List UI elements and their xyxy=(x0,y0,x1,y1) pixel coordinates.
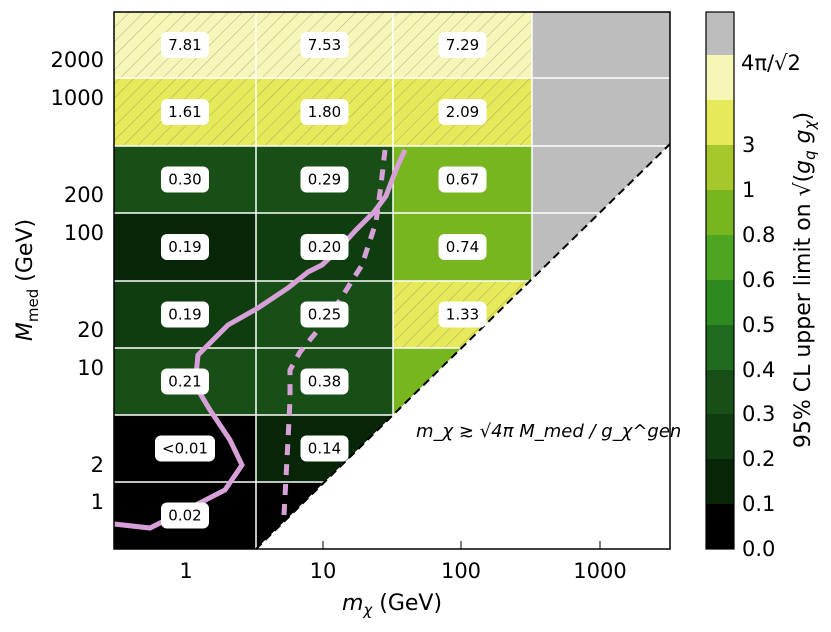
cell-value-label: 0.19 xyxy=(168,306,201,324)
cell-label-box xyxy=(155,435,215,462)
observed-limit-curve xyxy=(114,148,408,531)
colorbar-swatch xyxy=(706,190,734,235)
cell-value-label: 2.09 xyxy=(446,103,479,121)
cell-value-label: 0.25 xyxy=(308,306,341,324)
colorbar-tick-labels: 0.0 0.1 0.2 0.3 0.4 0.5 0.6 0.8 1 3 4π/√… xyxy=(741,51,801,561)
colorbar-tick-label: 0.4 xyxy=(742,358,775,382)
colorbar-swatch xyxy=(706,370,734,414)
colorbar-tick-label: 0.6 xyxy=(742,268,775,292)
y-tick-label: 1 xyxy=(91,490,104,514)
cell-label-box xyxy=(438,32,487,58)
cell-value-label: 0.21 xyxy=(168,373,201,391)
cell-value-labels: 7.81 7.53 7.29 1.61 1.80 2.09 0.30 0.29 0.67 0.19… xyxy=(155,32,487,529)
cell-label-box xyxy=(161,32,209,58)
cell-value-label: 0.14 xyxy=(308,440,341,458)
y-tick-label: 100 xyxy=(64,221,104,245)
cell-label-box xyxy=(161,502,209,529)
cell-value-label: 0.38 xyxy=(308,373,341,391)
cell-label-box xyxy=(161,234,209,260)
y-axis-label: Mmed (GeV) xyxy=(13,219,42,341)
cell-label-box xyxy=(161,368,209,395)
colorbar-tick-label: 0.3 xyxy=(742,402,775,426)
y-tick-label: 10 xyxy=(77,356,104,380)
plot-area: 7.81 7.53 7.29 1.61 1.80 2.09 0.30 0.29 0.67 0.19… xyxy=(113,11,681,550)
cell-label-box xyxy=(300,301,349,328)
cell-label-box xyxy=(300,99,349,125)
colorbar-swatches xyxy=(706,12,734,549)
cell-label-box xyxy=(161,99,209,125)
cell-label-box xyxy=(300,435,349,462)
cell-label-box xyxy=(438,99,487,125)
cell-value-label: 1.33 xyxy=(446,306,479,324)
colorbar: 0.0 0.1 0.2 0.3 0.4 0.5 0.6 0.8 1 3 4π/√… xyxy=(705,11,801,561)
cell-label-box xyxy=(300,234,349,260)
cell-label-box xyxy=(300,32,349,58)
cell-value-label: 7.53 xyxy=(308,36,341,54)
colorbar-swatch xyxy=(706,235,734,280)
cell-value-label: 7.81 xyxy=(168,36,201,54)
colorbar-swatch xyxy=(706,459,734,504)
colorbar-tick-label: 0.5 xyxy=(742,313,775,337)
cell-value-label: 7.29 xyxy=(446,36,479,54)
colorbar-tick-label: 0.1 xyxy=(742,492,775,516)
x-tick-label: 1000 xyxy=(573,559,626,583)
colorbar-swatch xyxy=(706,100,734,145)
colorbar-swatch xyxy=(706,414,734,459)
colorbar-swatch xyxy=(706,504,734,549)
x-tick-label: 10 xyxy=(310,559,337,583)
kinematic-limit-annotation: m_χ ≳ √4π M_med / g_χ^gen xyxy=(416,421,681,442)
cell-value-label: 1.80 xyxy=(308,103,341,121)
colorbar-swatch xyxy=(706,12,734,55)
x-axis-label: mχ (GeV) xyxy=(342,591,442,619)
y-tick-label: 1000 xyxy=(51,86,104,110)
x-axis-ticks: 1 10 100 1000 xyxy=(179,541,627,583)
plot-frame xyxy=(113,11,671,550)
cell-label-box xyxy=(300,368,349,395)
excluded-region xyxy=(532,12,670,282)
colorbar-tick-label: 0.8 xyxy=(742,223,775,247)
cell-value-label: 1.61 xyxy=(168,103,201,121)
cell-value-label: 0.74 xyxy=(446,238,479,256)
colorbar-tick-label: 0.2 xyxy=(742,447,775,471)
colorbar-tick-label: 0.0 xyxy=(742,537,775,561)
colorbar-label: 95% CL upper limit on √(gq gχ) xyxy=(791,112,819,448)
colorbar-swatch xyxy=(706,55,734,100)
colorbar-swatch xyxy=(706,145,734,190)
y-tick-label: 200 xyxy=(64,183,104,207)
cell-label-box xyxy=(438,234,487,260)
x-tick-label: 100 xyxy=(441,559,481,583)
colorbar-frame xyxy=(705,11,735,550)
colorbar-tick-label-four-pi: 4π/√2 xyxy=(741,51,801,75)
kinematic-limit-line xyxy=(255,143,671,550)
colorbar-tick-label: 1 xyxy=(742,178,755,202)
y-tick-label: 2000 xyxy=(51,48,104,72)
y-axis-ticks: 1 2 10 20 100 200 1000 2000 xyxy=(51,48,104,514)
colorbar-tick-label: 3 xyxy=(742,133,755,157)
cell-value-label: 0.20 xyxy=(308,238,341,256)
cell-label-box xyxy=(438,301,487,328)
cell-value-label: 0.29 xyxy=(308,171,341,189)
cell-label-box xyxy=(438,166,487,193)
y-tick-label: 20 xyxy=(77,318,104,342)
colorbar-swatch xyxy=(706,325,734,370)
cell-label-box xyxy=(161,166,209,193)
cell-value-label: 0.67 xyxy=(446,171,479,189)
cell-value-label: <0.01 xyxy=(162,440,208,458)
cell-value-label: 0.19 xyxy=(168,238,201,256)
colorbar-swatch xyxy=(706,280,734,325)
x-tick-label: 1 xyxy=(179,559,192,583)
cell-value-label: 0.02 xyxy=(168,507,201,525)
cell-label-box xyxy=(161,301,209,328)
cell-label-box xyxy=(300,166,349,193)
cell-value-label: 0.30 xyxy=(168,171,201,189)
y-tick-label: 2 xyxy=(91,453,104,477)
